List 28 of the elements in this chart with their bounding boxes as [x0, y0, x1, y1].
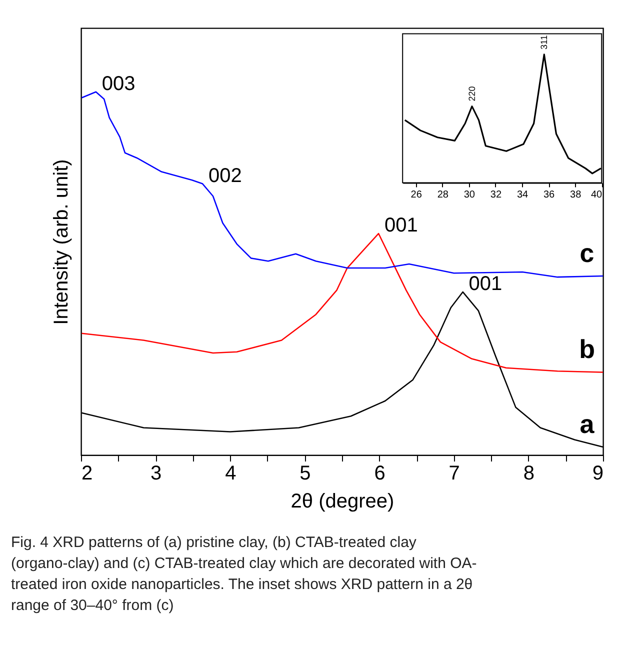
- annotation: 002: [208, 164, 242, 187]
- caption: Fig. 4 XRD patterns of (a) pristine clay, (b) CTAB-treated clay (organo-clay) and (c) CTAB-treated clay which are decorated with OA-treated iron oxide nanoparticles. The inset shows XRD pattern in a 2θ range of 30–40° from (c): [11, 534, 477, 614]
- annotation: 001: [468, 272, 502, 295]
- x-tick-label: 28: [437, 189, 449, 200]
- x-tick-label: 30: [464, 189, 476, 200]
- x-axis-title: 2θ (degree): [290, 490, 394, 512]
- x-tick-label: 3: [150, 462, 162, 484]
- x-tick-label: 6: [374, 462, 386, 484]
- series-label: b: [579, 334, 595, 364]
- x-tick-label: 40: [590, 189, 603, 200]
- annotation: 311: [539, 35, 550, 50]
- x-tick-label: 5: [300, 462, 311, 484]
- x-tick-label: 7: [448, 462, 460, 484]
- x-tick-label: 2: [82, 462, 93, 484]
- series-label: c: [580, 238, 594, 268]
- y-axis-title: Intensity (arb. unit): [50, 159, 72, 325]
- series-label: a: [580, 409, 595, 440]
- annotation: 220: [466, 86, 477, 102]
- annotation: 001: [384, 214, 418, 237]
- x-tick-label: 26: [410, 189, 422, 200]
- x-tick-label: 8: [523, 462, 534, 484]
- x-tick-label: 38: [570, 189, 582, 200]
- x-tick-label: 4: [225, 462, 236, 484]
- x-tick-label: 36: [543, 189, 556, 200]
- x-tick-label: 9: [592, 462, 604, 484]
- annotation: 003: [102, 72, 136, 95]
- x-tick-label: 32: [490, 189, 502, 200]
- x-tick-label: 34: [516, 189, 528, 200]
